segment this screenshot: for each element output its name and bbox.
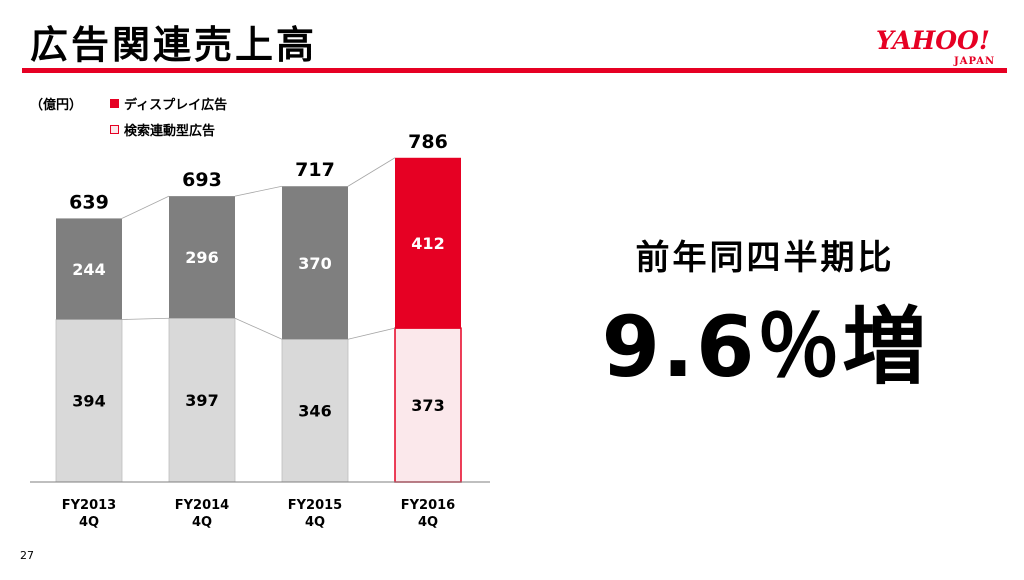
category-label-0: FY2013 4Q [62,498,116,530]
bar-display-1 [169,196,235,319]
logo-main-text: YAHOO! [876,26,990,55]
connector-top-0 [121,195,170,219]
unit-label: （億円） [30,98,83,113]
title-underline [22,68,1007,73]
legend-label-display: ディスプレイ広告 [124,97,228,113]
logo-sub-text: JAPAN [954,56,996,67]
bar-display-2 [282,186,348,340]
yoy-label: 前年同四半期比 [635,238,895,278]
value-label-display-2: 370 [298,254,331,273]
connector-mid-0 [121,317,170,320]
total-label-0: 639 [69,191,109,213]
page-title: 広告関連売上高 [30,23,318,67]
category-label-2: FY2015 4Q [288,498,342,530]
category-label-1: FY2014 4Q [175,498,229,530]
bar-search-2 [281,338,349,483]
total-label-3: 786 [408,131,448,153]
value-label-search-2: 346 [298,402,331,421]
connector-mid-1 [234,317,283,340]
chart-legend: ディスプレイ広告 検索連動型広告 [110,94,227,146]
total-label-2: 717 [295,159,335,181]
category-label-3: FY2016 4Q [401,498,455,530]
yahoo-japan-logo: YAHOO! JAPAN [876,26,1006,70]
yoy-value: 9.6％増 [601,298,929,396]
value-label-display-3: 412 [411,234,444,253]
bar-display-3 [395,157,461,329]
legend-swatch-search [110,124,119,134]
connector-top-2 [347,157,396,187]
value-label-search-1: 397 [185,391,218,410]
connector-top-1 [234,185,283,197]
value-label-display-0: 244 [72,260,105,279]
connector-mid-2 [347,327,396,340]
legend-swatch-display [110,98,119,108]
legend-item-search: 検索連動型広告 [110,120,227,139]
total-label-1: 693 [182,169,222,191]
bar-display-0 [56,218,122,320]
bar-search-1 [168,317,236,483]
legend-item-display: ディスプレイ広告 [110,94,228,113]
legend-label-search: 検索連動型広告 [124,123,216,139]
page-number: 27 [20,549,34,562]
value-label-search-3: 373 [411,396,444,415]
value-label-display-1: 296 [185,248,218,267]
value-label-search-0: 394 [72,392,105,411]
